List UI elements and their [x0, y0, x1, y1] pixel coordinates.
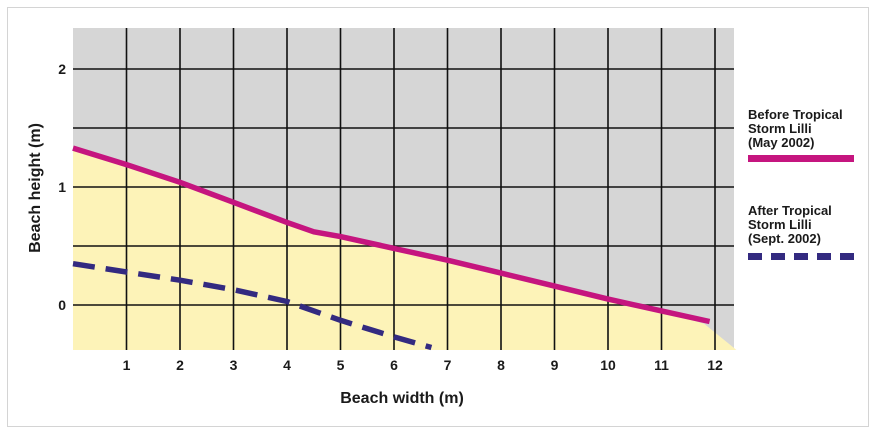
series-line-0: [72, 145, 711, 325]
x-tick-label-1: 1: [123, 357, 131, 373]
x-tick-label-10: 10: [600, 357, 616, 373]
legend-after-line1: After Tropical: [748, 203, 832, 218]
x-tick-label-5: 5: [337, 357, 345, 373]
legend-after-line3: (Sept. 2002): [748, 231, 821, 246]
legend-after-line2: Storm Lilli: [748, 217, 812, 232]
x-tick-label-9: 9: [551, 357, 559, 373]
chart-frame: [7, 7, 869, 427]
x-tick-label-11: 11: [654, 357, 669, 373]
y-tick-label-2: 2: [58, 61, 66, 77]
x-tick-label-3: 3: [230, 357, 238, 373]
y-axis-label: Beach height (m): [27, 123, 44, 253]
series-lines: [72, 145, 711, 351]
legend-before-line3: (May 2002): [748, 135, 815, 150]
y-tick-label-1: 1: [58, 179, 66, 195]
x-tick-label-2: 2: [176, 357, 184, 373]
x-axis-ticks: 1 2 3 4 5 6 7 8 9 10 11 12: [123, 357, 723, 373]
legend-before-line1: Before Tropical: [748, 107, 843, 122]
sand-polygon: [73, 148, 737, 350]
grid-lines: [73, 28, 734, 350]
x-tick-label-4: 4: [283, 357, 291, 373]
legend-before-line2: Storm Lilli: [748, 121, 812, 136]
legend-before-swatch: [748, 155, 854, 162]
legend-after: After Tropical Storm Lilli (Sept. 2002): [748, 204, 868, 260]
x-tick-label-7: 7: [444, 357, 452, 373]
x-tick-label-8: 8: [497, 357, 505, 373]
y-axis-ticks: 0 1 2: [58, 61, 66, 313]
legend-after-swatch: [748, 253, 854, 260]
x-tick-label-6: 6: [390, 357, 398, 373]
x-axis-label: Beach width (m): [340, 390, 464, 407]
y-tick-label-0: 0: [58, 297, 66, 313]
x-tick-label-12: 12: [707, 357, 723, 373]
legend-before: Before Tropical Storm Lilli (May 2002): [748, 108, 868, 162]
sand-area: [73, 148, 737, 350]
